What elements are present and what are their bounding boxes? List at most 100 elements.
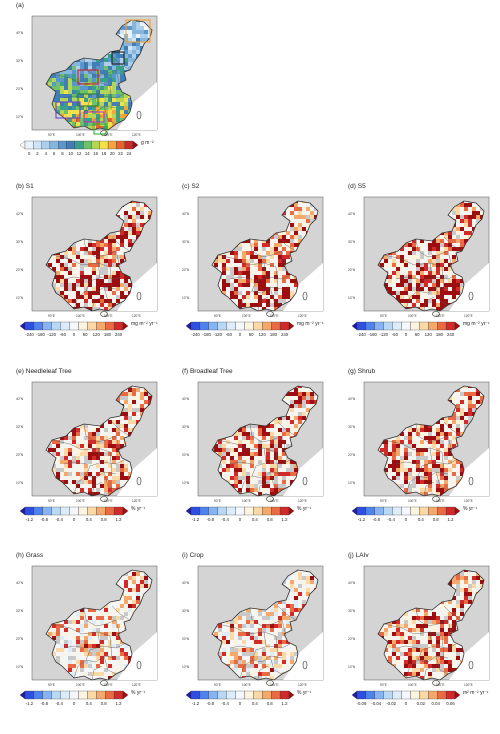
colorbar-segment (244, 690, 254, 700)
colorbar-segment (365, 690, 375, 700)
colorbar-tick-label: -0.4 (221, 701, 229, 706)
colorbar-segment (365, 321, 375, 331)
colorbar-segment (99, 140, 109, 150)
taiwan-island (302, 476, 308, 486)
lon-label: 110°E (436, 683, 444, 687)
colorbar-tick-label: 0 (73, 701, 76, 706)
colorbar-tick-label: 0.4 (86, 701, 93, 706)
lat-label: 30°N (348, 240, 356, 244)
colorbar-tick-label: -0.4 (55, 517, 63, 522)
lat-label: 30°N (182, 609, 190, 613)
colorbar-tick-label: -120 (379, 332, 388, 337)
province-border (383, 623, 443, 637)
province-border (443, 236, 463, 252)
province-border (277, 605, 297, 621)
colorbar-tick-label: 0 (405, 701, 408, 706)
lon-label: 120°E (464, 683, 473, 687)
colorbar-segment (51, 690, 61, 700)
colorbar-low-arrow (185, 690, 192, 700)
province-border (277, 236, 297, 252)
colorbar-segment (410, 690, 420, 700)
colorbar-tick-label: 0 (405, 517, 408, 522)
province-border (217, 623, 277, 637)
province-border (277, 421, 297, 437)
colorbar-segment (419, 506, 429, 516)
province-border (83, 607, 117, 627)
hainan-island (100, 680, 108, 686)
province-border (51, 439, 111, 453)
province-border (249, 607, 283, 627)
province-border (443, 605, 463, 621)
colorbar-unit: g m⁻² (141, 140, 154, 146)
lon-label: 110°E (270, 314, 278, 318)
lon-label: 100°E (242, 499, 251, 503)
province-border (257, 296, 269, 312)
province-border (263, 262, 267, 278)
province-border (395, 276, 419, 280)
colorbar-segment (78, 690, 88, 700)
colorbar-tick-label: 60 (249, 332, 254, 337)
ocean-area (449, 448, 489, 496)
colorbar-segment (24, 506, 35, 516)
lon-label: 120°E (132, 314, 141, 318)
colorbar-unit: mg m⁻² yr⁻¹ (463, 321, 490, 327)
province-border (249, 238, 283, 258)
colorbar-graphic: -1.2 -0.8 -0.4 0 0.4 0.8 1.2 (185, 690, 295, 706)
colorbar-unit: % yr⁻¹ (131, 690, 146, 696)
colorbar-tick-label: 10 (68, 151, 73, 156)
colorbar-tick-label: 4 (45, 151, 48, 156)
lon-label: 120°E (132, 133, 141, 137)
colorbar-segment (87, 321, 97, 331)
colorbar-segment (279, 690, 290, 700)
colorbar-tick-label: -1.2 (192, 701, 200, 706)
colorbar-tick-label: 0.06 (446, 701, 455, 706)
colorbar-high-arrow (122, 690, 129, 700)
lon-label: 120°E (298, 314, 307, 318)
lon-label: 120°E (464, 499, 473, 503)
colorbar-segment (87, 506, 97, 516)
lon-label: 120°E (464, 314, 473, 318)
ocean-area (117, 82, 157, 130)
china-border (377, 385, 485, 497)
province-border (51, 254, 111, 268)
colorbar-tick-label: 0.8 (433, 517, 440, 522)
lon-label: 90°E (380, 314, 387, 318)
colorbar-segment (208, 690, 218, 700)
colorbar-segment (428, 690, 438, 700)
colorbar-tick-label: 0.8 (101, 701, 108, 706)
lon-label: 110°E (104, 499, 112, 503)
province-border (405, 655, 449, 679)
colorbar-segment (107, 140, 117, 150)
colorbar-segment (374, 506, 384, 516)
panel-e: (e) Needleleaf Tree 40°N 30°N 20°N 10°N 90°E 1… (12, 368, 168, 540)
colorbar-high-arrow (122, 506, 129, 516)
province-border (415, 423, 449, 443)
colorbar-segment (217, 321, 227, 331)
region-box (77, 69, 99, 85)
panel-title: (i) Crop (182, 552, 204, 559)
colorbar-unit: mg m⁻² yr⁻¹ (131, 321, 158, 327)
province-border (63, 276, 87, 280)
lon-label: 110°E (104, 133, 112, 137)
lon-label: 90°E (380, 499, 387, 503)
province-border (83, 423, 117, 443)
colorbar-segment (374, 321, 384, 331)
taiwan-island (136, 291, 142, 301)
panel-g: (g) Shrub 40°N 30°N 20°N 10°N 90°E 100°E 110°E 1… (344, 368, 500, 540)
colorbar-tick-label: 120 (259, 332, 267, 337)
colorbar-tick-label: 0.02 (417, 701, 426, 706)
lat-label: 20°N (182, 268, 190, 272)
lat-label: 30°N (16, 240, 24, 244)
colorbar-tick-label: 0.04 (432, 701, 441, 706)
province-border (263, 447, 267, 463)
colorbar-high-arrow (132, 140, 139, 150)
colorbar-tick-label: 14 (85, 151, 90, 156)
colorbar-segment (60, 506, 70, 516)
colorbar-graphic: -1.2 -0.8 -0.4 0 0.4 0.8 1.2 (351, 506, 461, 522)
lat-label: 10°N (182, 481, 190, 485)
colorbar-unit: mg m⁻² yr⁻¹ (297, 321, 324, 327)
province-border (441, 266, 445, 290)
province-border (229, 461, 253, 465)
colorbar-tick-label: 8 (61, 151, 64, 156)
panel-d: (d) S5 40°N 30°N 20°N 10°N 90°E 100°E 110°E 120°… (344, 183, 500, 355)
